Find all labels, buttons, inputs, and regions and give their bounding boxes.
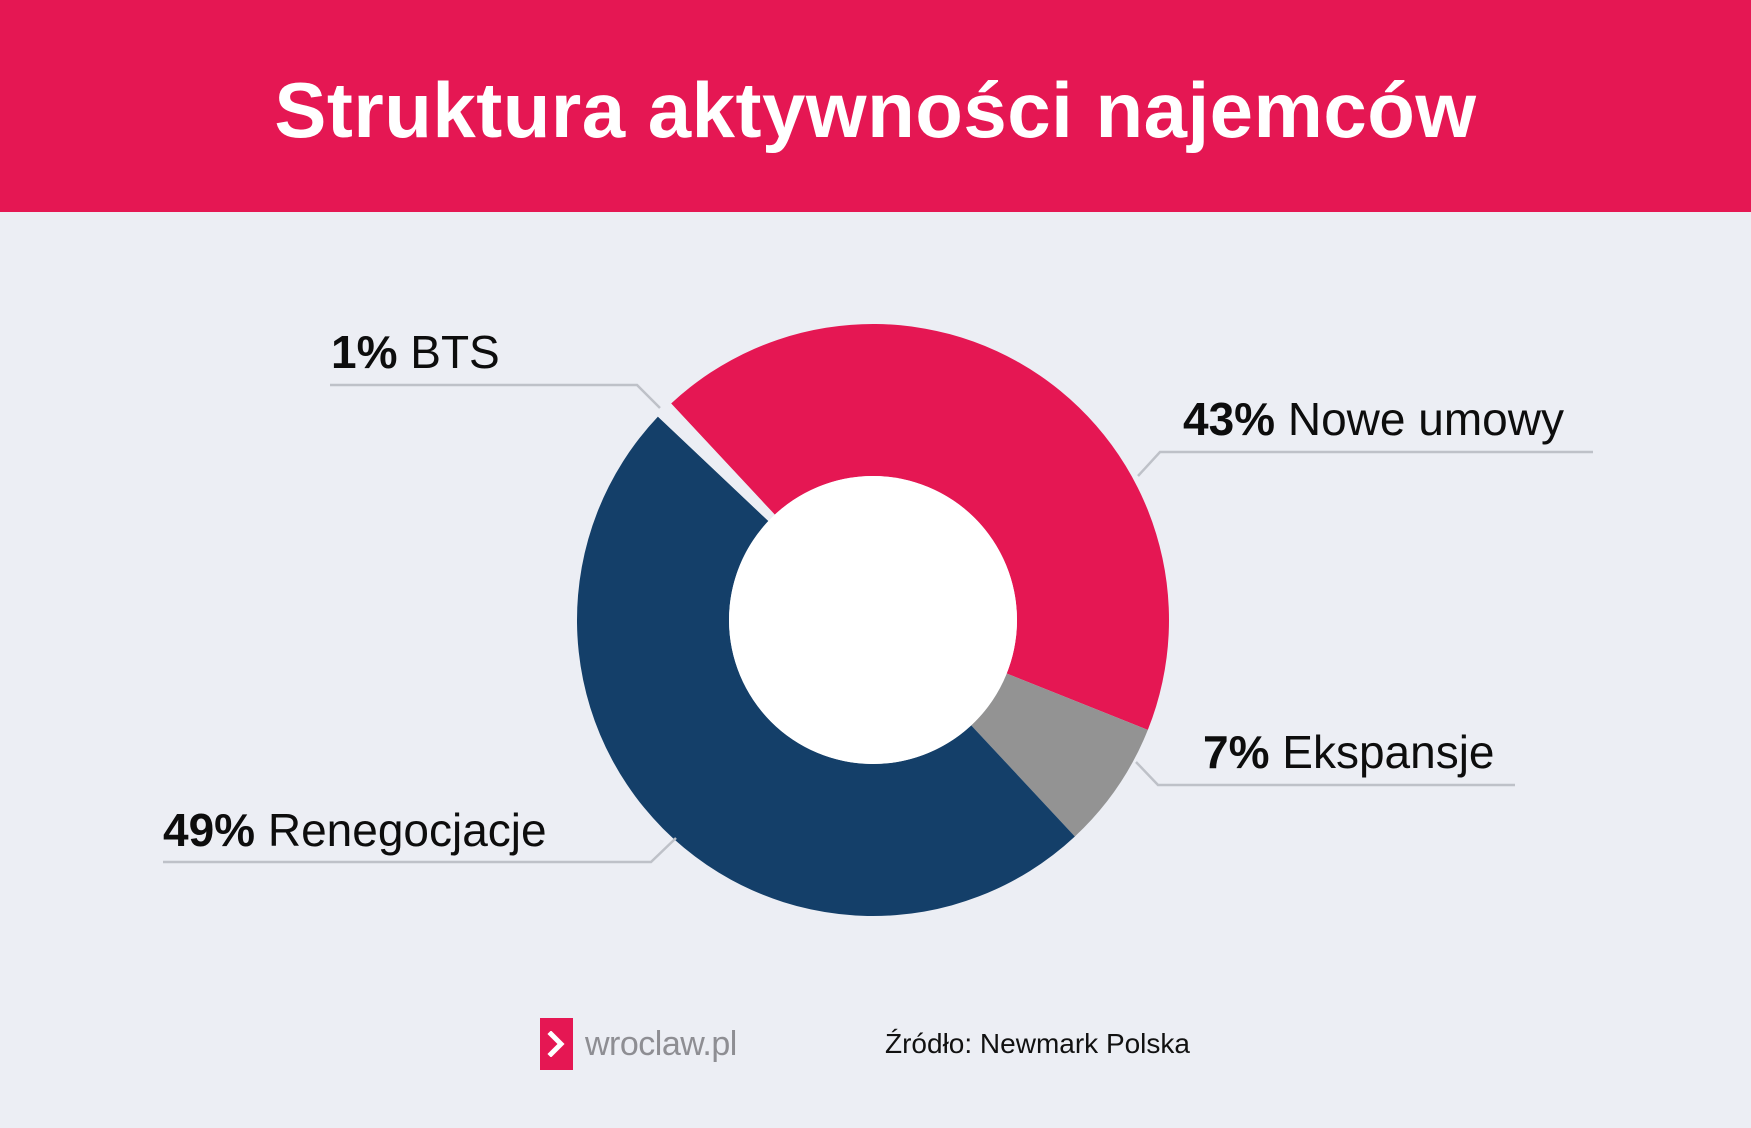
- slice-value-ekspansje: 7%: [1203, 726, 1269, 778]
- leader-line-nowe-umowy: [1137, 450, 1593, 477]
- slice-value-bts: 1%: [331, 326, 397, 378]
- slice-ekspansje: [971, 673, 1148, 837]
- source-note: Źródło: Newmark Polska: [885, 1028, 1190, 1059]
- slice-label-ekspansje: 7% Ekspansje: [1203, 726, 1495, 778]
- slice-value-renegocjacje: 49%: [163, 804, 255, 856]
- leader-line-bts: [330, 383, 661, 409]
- slice-bts: [657, 403, 775, 522]
- slice-value-nowe-umowy: 43%: [1183, 393, 1275, 445]
- slice-label-bts: 1% BTS: [331, 326, 500, 378]
- slice-nowe-umowy: [671, 324, 1169, 730]
- chevron-right-icon: [540, 1018, 573, 1070]
- slice-name-renegocjacje: Renegocjacje: [255, 804, 547, 856]
- slice-name-bts: BTS: [397, 326, 499, 378]
- brand-logo[interactable]: wroclaw.pl: [540, 1018, 737, 1070]
- logo-text: wroclaw.pl: [585, 1024, 737, 1063]
- slice-renegocjacje: [577, 416, 1075, 916]
- slice-label-renegocjacje: 49% Renegocjacje: [163, 804, 547, 856]
- slice-name-nowe-umowy: Nowe umowy: [1275, 393, 1564, 445]
- donut-hole: [729, 476, 1017, 764]
- slice-name-ekspansje: Ekspansje: [1269, 726, 1494, 778]
- leader-line-ekspansje: [1135, 761, 1515, 787]
- page-title: Struktura aktywności najemców: [274, 66, 1477, 154]
- leader-line-renegocjacje: [163, 837, 677, 864]
- slice-label-nowe-umowy: 43% Nowe umowy: [1183, 393, 1564, 445]
- header-bar: Struktura aktywności najemców: [0, 0, 1751, 212]
